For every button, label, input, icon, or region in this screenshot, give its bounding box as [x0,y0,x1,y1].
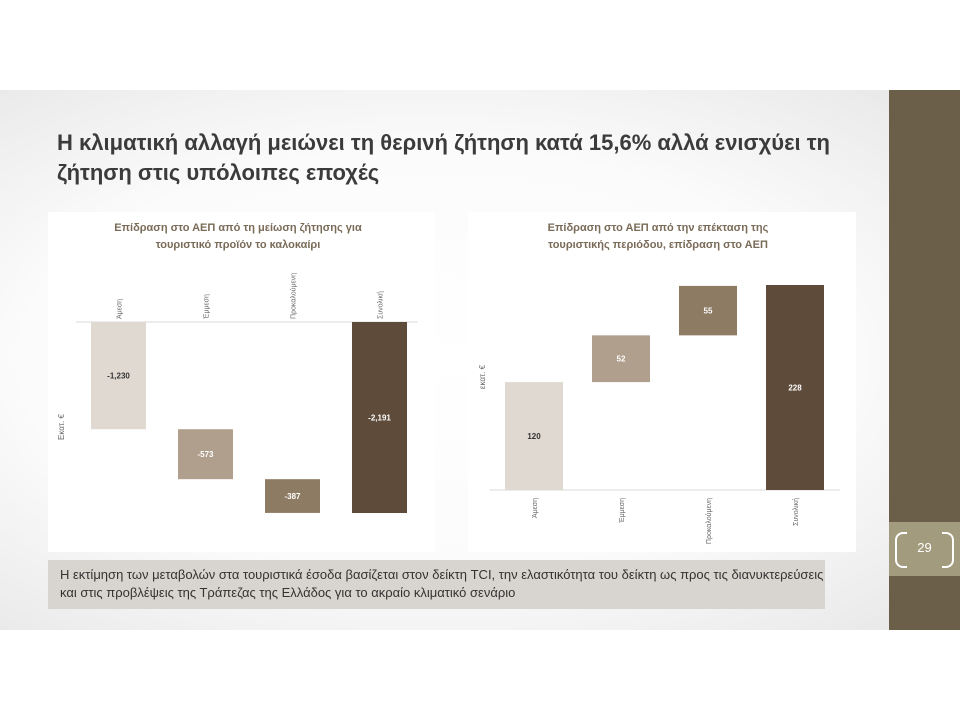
y-axis-label: Εκατ. € [57,413,66,439]
y-axis-label: εκατ. € [478,364,487,389]
category-label-3: Προκαλούμενη [290,273,298,319]
category-label-4: Συνολική [793,498,800,526]
bar-1 [505,382,563,490]
footnote-box: Η εκτίμηση των μεταβολών στα τουριστικά … [48,560,825,609]
data-label-3: 55 [704,307,713,316]
category-label-2: Έμμεση [204,294,211,320]
chart-left: -1,230 Άμεση -573 Έμμεση -387 Προκαλούμενη -2,… [57,273,418,513]
data-label-1: -1,230 [107,372,130,381]
slide-title: Η κλιματική αλλαγή μειώνει τη θερινή ζήτ… [57,130,830,185]
category-label-2: Έμμεση [619,498,626,524]
footnote-text: Η εκτίμηση των μεταβολών στα τουριστικά … [60,567,824,600]
bar-3 [265,479,320,513]
chart-right: 120 Άμεση 52 Έμμεση 55 Προκαλούμενη 228 Συνολικ… [478,285,840,544]
page-number: 29 [917,540,932,555]
category-label-3: Προκαλούμενη [705,498,713,544]
bar-3 [679,285,737,336]
bar-1 [91,322,146,430]
bar-2 [178,429,233,480]
data-label-4: 228 [788,384,802,393]
chart-left-title: Επίδραση στο ΑΕΠ από τη μείωση ζήτησης γ… [114,222,362,251]
data-label-4: -2,191 [368,414,391,423]
data-label-2: -573 [197,450,214,459]
category-label-1: Άμεση [117,299,124,319]
bar-4 [766,285,824,490]
chart-right-panel: Επίδραση στο ΑΕΠ από την επέκταση της το… [468,212,856,552]
category-label-4: Συνολική [378,291,385,319]
chart-right-title: Επίδραση στο ΑΕΠ από την επέκταση της το… [547,222,769,251]
bar-2 [592,335,650,383]
left-bracket-icon [895,532,907,568]
data-label-1: 120 [527,432,541,441]
category-label-1: Άμεση [532,498,539,518]
page-number-box: 29 [889,522,960,576]
chart-left-panel: Επίδραση στο ΑΕΠ από τη μείωση ζήτησης γ… [48,212,435,552]
data-label-2: 52 [617,355,626,364]
slide: Η κλιματική αλλαγή μειώνει τη θερινή ζήτ… [0,90,960,630]
data-label-3: -387 [284,492,301,501]
bar-4 [352,322,407,513]
right-bracket-icon [942,532,954,568]
